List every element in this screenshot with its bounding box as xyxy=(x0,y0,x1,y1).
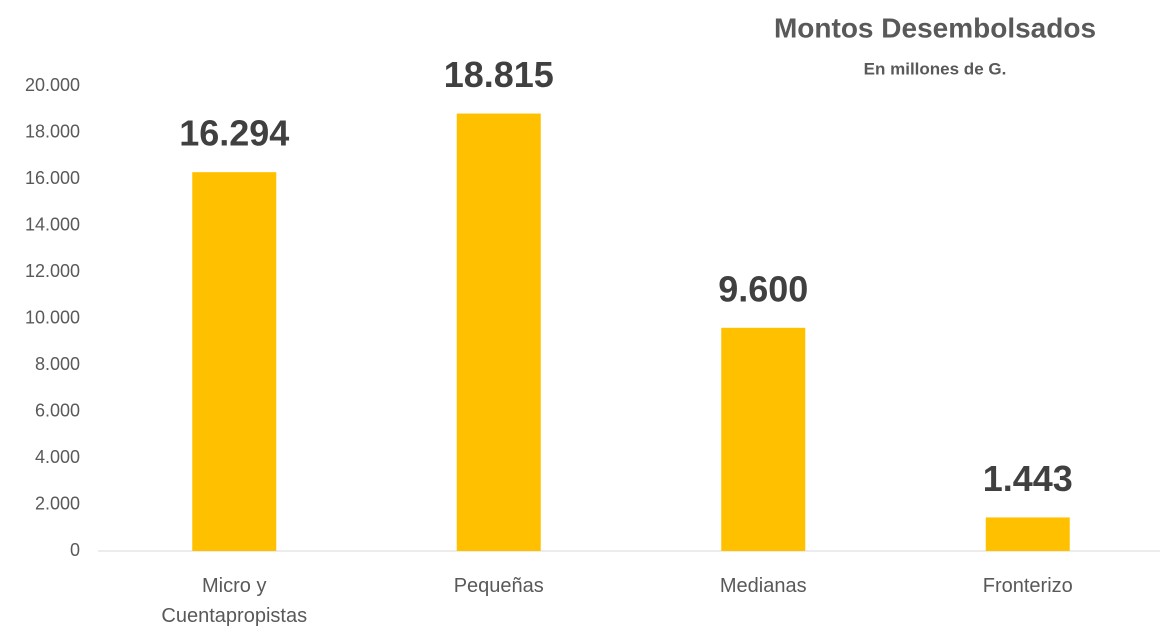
y-tick-label: 8.000 xyxy=(35,354,80,374)
y-tick-label: 4.000 xyxy=(35,447,80,467)
x-tick-label: Pequeñas xyxy=(453,575,544,597)
y-tick-label: 16.000 xyxy=(25,168,80,188)
y-tick-label: 2.000 xyxy=(35,493,80,513)
value-label: 16.294 xyxy=(179,113,289,154)
y-tick-label: 12.000 xyxy=(25,261,80,281)
bar xyxy=(192,172,277,552)
y-tick-label: 18.000 xyxy=(25,121,80,141)
bar xyxy=(985,517,1070,551)
x-tick-label: Micro y Cuentapropistas xyxy=(161,575,308,627)
value-label: 9.600 xyxy=(718,268,808,309)
y-tick-label: 6.000 xyxy=(35,400,80,420)
x-tick-label: Fronterizo xyxy=(982,575,1073,597)
y-tick-label: 10.000 xyxy=(25,307,80,327)
bar xyxy=(456,113,541,552)
x-tick-label: Medianas xyxy=(719,575,807,597)
y-tick-label: 14.000 xyxy=(25,214,80,234)
bar xyxy=(721,327,806,551)
chart-title: Montos Desembolsados xyxy=(774,12,1096,43)
y-tick-label: 20.000 xyxy=(25,75,80,95)
y-tick-label: 0 xyxy=(70,540,80,560)
value-label: 1.443 xyxy=(983,458,1073,499)
value-label: 18.815 xyxy=(444,54,554,95)
chart-subtitle: En millones de G. xyxy=(864,59,1007,78)
